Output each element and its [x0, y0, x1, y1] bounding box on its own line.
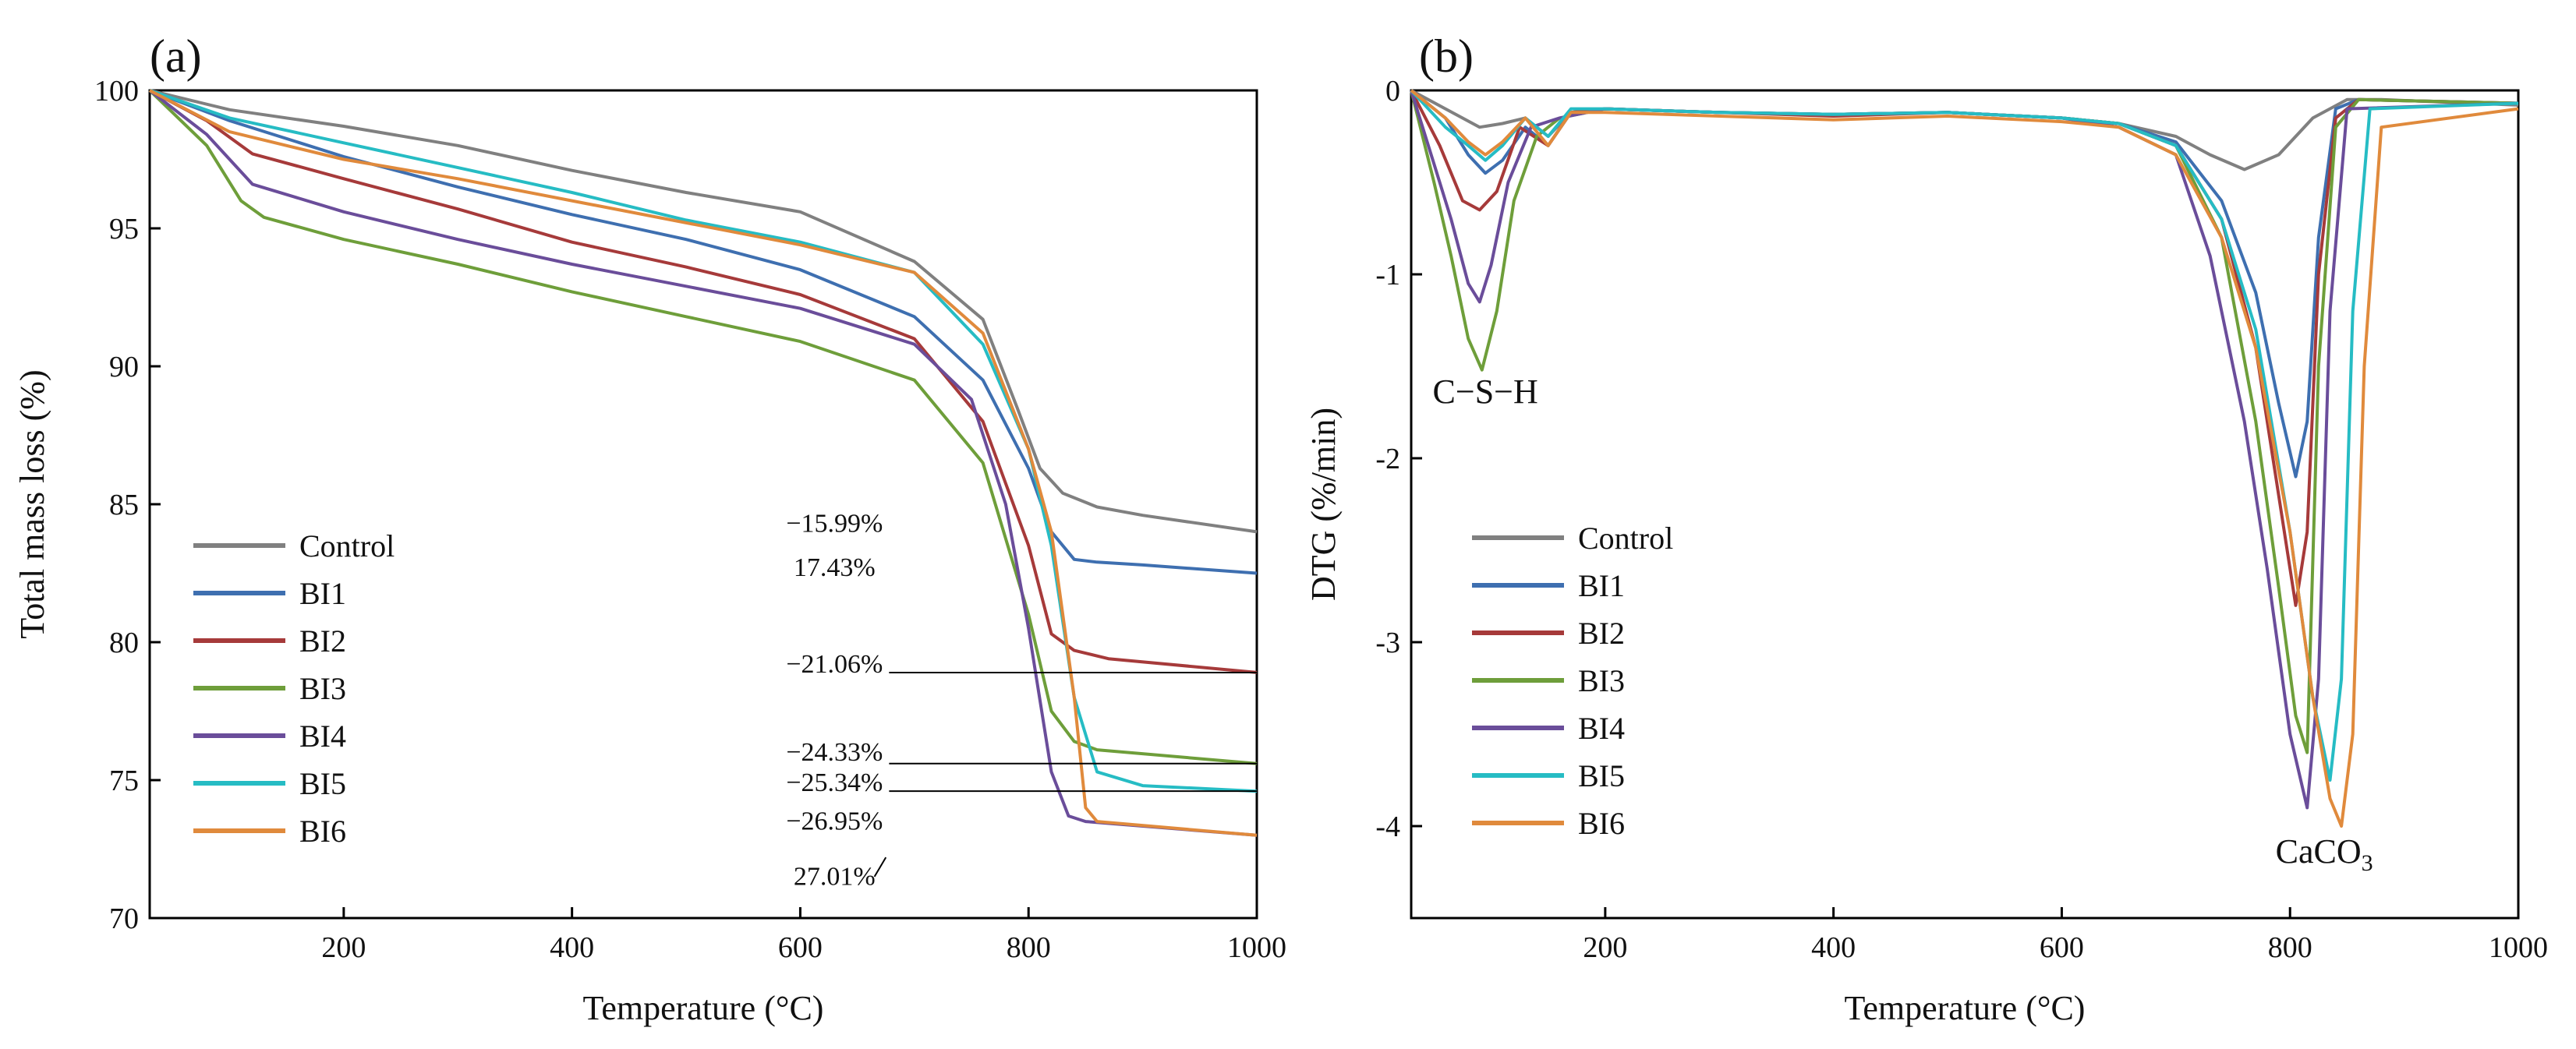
y-tick-label: 70: [109, 902, 139, 935]
series-line-bi4: [1410, 90, 2519, 810]
legend-label-bi3: BI3: [1578, 663, 1625, 698]
y-tick-label: 95: [109, 213, 139, 245]
annotation-mass-loss: −15.99%: [786, 509, 883, 538]
y-tick-label: -4: [1375, 811, 1400, 843]
legend-label-bi1: BI1: [1578, 568, 1625, 603]
y-tick-label: -1: [1375, 259, 1400, 291]
legend-label-bi4: BI4: [299, 719, 346, 754]
legend-label-bi5: BI5: [1578, 758, 1625, 793]
panel-b-x-axis-title: Temperature (°C): [1845, 989, 2086, 1027]
y-tick-label: 75: [109, 765, 139, 797]
legend-label-bi4: BI4: [1578, 711, 1625, 746]
y-tick-label: 0: [1385, 75, 1400, 108]
annotation-mass-loss: −24.33%: [786, 738, 883, 767]
panel-b-dtg-chart: (b) 200 400 600 800 1000 0 -1 -2 -3 -4 C−S−H CaCO3…: [1304, 30, 2548, 1027]
y-tick-label: 85: [109, 489, 139, 521]
x-tick-label: 200: [321, 931, 366, 964]
y-tick-label: 100: [94, 75, 139, 108]
legend-label-bi5: BI5: [299, 766, 346, 801]
annotation-mass-loss: −26.95%: [786, 807, 883, 836]
panel-a-x-axis-title: Temperature (°C): [583, 989, 824, 1027]
y-tick-label: -2: [1375, 443, 1400, 475]
panel-b-peak-labels: C−S−H CaCO3: [1433, 373, 2373, 876]
panel-b-legend: Control BI1 BI2 BI3 BI4 BI5 BI6: [1472, 521, 1673, 841]
series-line-bi4: [148, 89, 1258, 837]
x-tick-label: 400: [550, 931, 594, 964]
peak-label-csh: C−S−H: [1433, 373, 1538, 411]
legend-label-bi1: BI1: [299, 576, 346, 611]
series-line-control: [149, 89, 1258, 534]
annotation-leader-line: [873, 857, 887, 878]
legend-label-control: Control: [299, 528, 395, 563]
legend-label-control: Control: [1578, 521, 1673, 556]
annotation-mass-loss: 17.43%: [794, 553, 876, 582]
x-tick-label: 600: [2040, 931, 2084, 964]
panel-a-label: (a): [150, 30, 202, 82]
y-tick-label: 90: [109, 351, 139, 383]
x-tick-label: 1000: [2489, 931, 2548, 964]
x-tick-label: 400: [1811, 931, 1856, 964]
panel-a-mass-loss-chart: (a) 200 400 600 800 1000 70 75 80 85 90 95 100 −15.…: [13, 30, 1286, 1027]
y-tick-label: -3: [1375, 627, 1400, 659]
y-tick-label: 80: [109, 627, 139, 659]
panel-b-y-axis-title: DTG (%/min): [1304, 408, 1343, 601]
x-tick-label: 1000: [1227, 931, 1286, 964]
panel-b-ticks: 200 400 600 800 1000 0 -1 -2 -3 -4: [1375, 75, 2548, 964]
panel-b-plot-frame: [1410, 89, 2520, 920]
annotation-mass-loss: −25.34%: [786, 768, 883, 797]
legend-label-bi6: BI6: [299, 814, 346, 849]
annotation-mass-loss: −21.06%: [786, 650, 883, 679]
legend-label-bi2: BI2: [299, 623, 346, 659]
series-line-bi6: [1410, 89, 2519, 828]
x-tick-label: 800: [2268, 931, 2312, 964]
legend-label-bi3: BI3: [299, 671, 346, 706]
x-tick-label: 800: [1007, 931, 1051, 964]
series-line-bi5: [1410, 89, 2519, 782]
annotation-mass-loss: 27.01%: [794, 863, 876, 892]
series-line-bi3: [148, 89, 1258, 765]
x-tick-label: 600: [778, 931, 823, 964]
panel-a-ticks: 200 400 600 800 1000 70 75 80 85 90 95 100: [94, 75, 1286, 964]
series-line-bi1: [1410, 89, 2519, 479]
legend-label-bi6: BI6: [1578, 806, 1625, 841]
series-line-bi1: [149, 89, 1258, 575]
panel-a-annotations: −15.99% 17.43% −21.06% −24.33%−25.34% −26.95…: [786, 509, 1257, 892]
panel-b-series-lines: [1410, 89, 2519, 828]
panel-a-series-lines: [148, 89, 1258, 837]
panel-a-legend: Control BI1 BI2 BI3 BI4 BI5 BI6: [193, 528, 395, 849]
panel-b-label: (b): [1419, 30, 1474, 82]
legend-label-bi2: BI2: [1578, 616, 1625, 651]
x-tick-label: 200: [1583, 931, 1627, 964]
panel-a-y-axis-title: Total mass loss (%): [13, 369, 51, 638]
series-line-bi6: [149, 89, 1258, 837]
series-line-bi3: [1410, 90, 2519, 754]
peak-label-caco3: CaCO3: [2276, 832, 2373, 876]
